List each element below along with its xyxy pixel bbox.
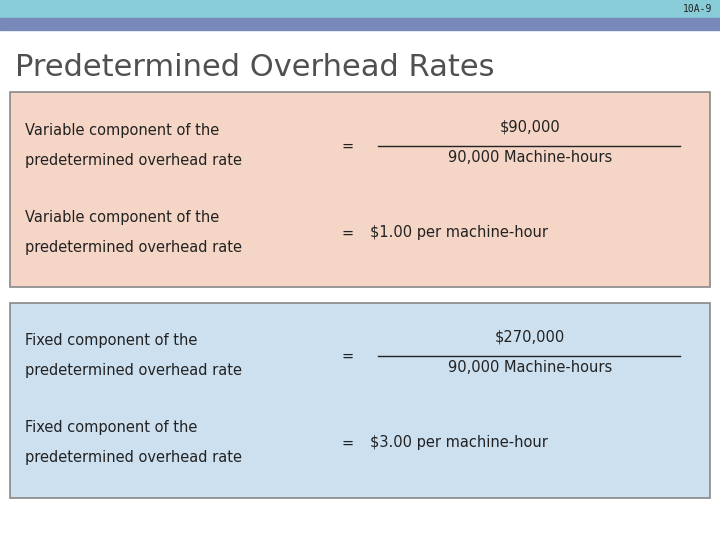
Text: Fixed component of the: Fixed component of the <box>25 420 197 435</box>
Text: 90,000 Machine-hours: 90,000 Machine-hours <box>448 150 612 165</box>
Text: predetermined overhead rate: predetermined overhead rate <box>25 240 242 255</box>
Text: Fixed component of the: Fixed component of the <box>25 333 197 348</box>
Text: =: = <box>342 138 354 153</box>
Text: $90,000: $90,000 <box>500 119 560 134</box>
Text: =: = <box>342 348 354 363</box>
FancyBboxPatch shape <box>10 303 710 498</box>
Text: $1.00 per machine-hour: $1.00 per machine-hour <box>370 226 548 240</box>
Bar <box>0 0 720 18</box>
Text: Variable component of the: Variable component of the <box>25 210 220 225</box>
Text: $270,000: $270,000 <box>495 329 565 344</box>
Text: Variable component of the: Variable component of the <box>25 123 220 138</box>
Text: Predetermined Overhead Rates: Predetermined Overhead Rates <box>15 53 495 83</box>
FancyBboxPatch shape <box>10 92 710 287</box>
Text: 90,000 Machine-hours: 90,000 Machine-hours <box>448 360 612 375</box>
Bar <box>0 18 720 30</box>
Text: 10A-9: 10A-9 <box>683 4 712 14</box>
Text: =: = <box>342 226 354 240</box>
Text: predetermined overhead rate: predetermined overhead rate <box>25 363 242 378</box>
Text: $3.00 per machine-hour: $3.00 per machine-hour <box>370 435 548 450</box>
Text: predetermined overhead rate: predetermined overhead rate <box>25 153 242 168</box>
Text: =: = <box>342 435 354 450</box>
Text: predetermined overhead rate: predetermined overhead rate <box>25 450 242 465</box>
